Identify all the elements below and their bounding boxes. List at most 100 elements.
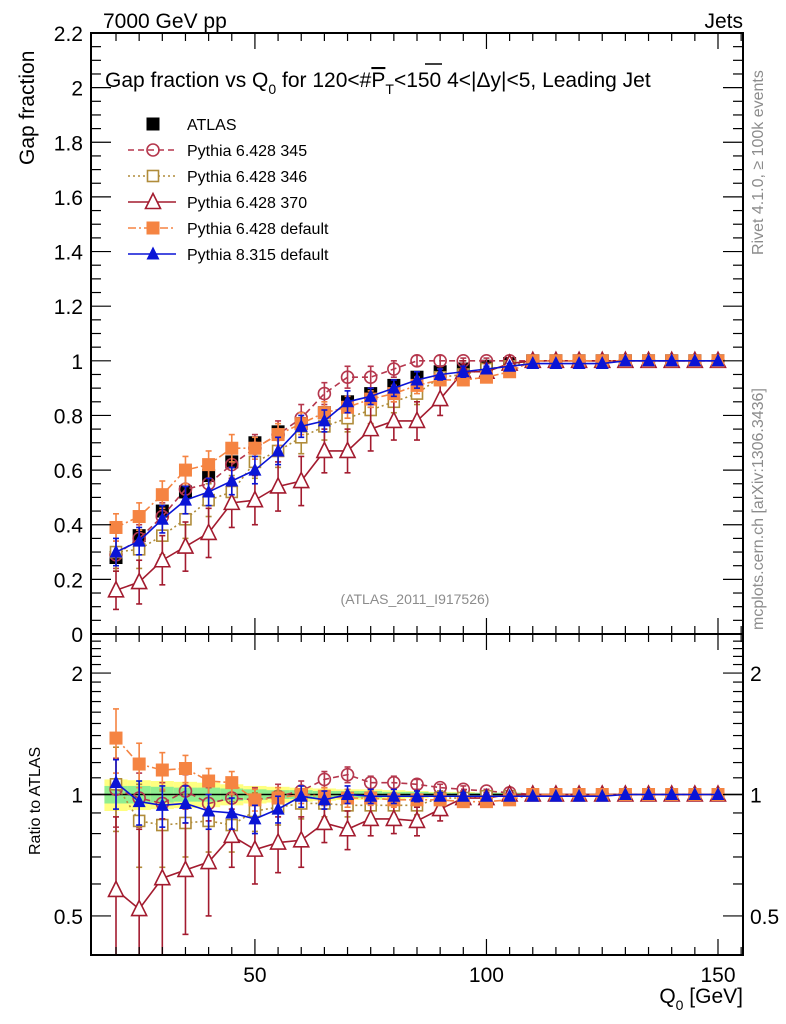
data-point	[202, 458, 216, 472]
title-part-1: Gap fraction vs Q	[105, 69, 268, 92]
data-point	[178, 795, 192, 809]
legend: ATLAS Pythia 6.428 345 Pythia 6.428 346 Pyt…	[128, 117, 329, 264]
legend-label: Pythia 8.315 default	[187, 247, 329, 264]
x-tick-label: 50	[243, 964, 266, 987]
data-point	[176, 536, 195, 554]
data-point	[109, 520, 123, 534]
data-point	[665, 787, 679, 800]
data-point	[178, 492, 192, 506]
data-point	[248, 441, 262, 455]
data-point	[153, 549, 172, 568]
data-point	[479, 361, 493, 375]
y-tick-label: 2	[71, 78, 83, 101]
plot-title: Gap fraction vs Q0 for 120<#PT<150 4<|Δy…	[105, 69, 651, 97]
legend-marker	[146, 169, 160, 183]
ratio-y-axis-title: Ratio to ATLAS	[27, 747, 44, 855]
legend-entry: Pythia 6.428 346	[128, 169, 307, 186]
data-point	[225, 441, 239, 455]
data-point	[595, 356, 609, 370]
data-point	[132, 533, 146, 547]
data-point	[549, 356, 563, 370]
data-point	[246, 839, 264, 857]
analysis-id-label: (ATLAS_2011_I917526)	[341, 591, 490, 607]
data-point	[107, 580, 125, 598]
x-title-q: Q	[659, 985, 675, 1008]
ratio-y-tick-label: 2	[71, 663, 83, 686]
data-point	[317, 772, 332, 787]
data-point	[155, 763, 169, 777]
data-point	[410, 354, 424, 368]
data-point	[130, 571, 148, 590]
series-pythia-8-315-default	[109, 353, 725, 567]
data-point	[176, 859, 195, 878]
ratio-y-tick-label-right: 1	[750, 785, 762, 808]
data-point	[642, 353, 656, 367]
title-sub-0: 0	[268, 81, 276, 97]
data-point	[109, 731, 123, 745]
mcplots-label: mcplots.cern.ch [arXiv:1306.3436]	[750, 388, 767, 630]
data-point	[315, 812, 334, 831]
data-point	[503, 358, 517, 372]
data-point	[202, 484, 216, 498]
data-point	[317, 792, 331, 806]
y-tick-label: 1.6	[54, 187, 83, 210]
data-point	[155, 511, 169, 525]
data-point	[387, 362, 401, 376]
legend-marker	[146, 143, 160, 157]
data-point	[341, 394, 355, 408]
legend-label: Pythia 6.428 370	[187, 195, 307, 212]
data-point	[595, 788, 609, 802]
data-point	[410, 372, 424, 386]
data-point	[385, 808, 403, 827]
data-point	[385, 410, 403, 429]
data-point	[340, 767, 355, 782]
rivet-version-label: Rivet 4.1.0, ≥ 100k events	[750, 70, 767, 255]
data-point	[364, 388, 378, 402]
x-axis-title: Q0 [GeV]	[659, 985, 743, 1013]
data-point	[433, 366, 447, 380]
data-point	[222, 825, 241, 844]
data-point	[248, 811, 262, 825]
data-point	[269, 832, 287, 850]
series-line	[115, 360, 718, 553]
data-point	[361, 418, 380, 437]
legend-label: ATLAS	[187, 117, 237, 134]
series-pythia-6-428-370	[107, 784, 727, 955]
data-point	[132, 794, 146, 808]
data-point	[269, 476, 287, 494]
data-point	[361, 808, 380, 827]
data-point	[341, 787, 355, 800]
y-tick-label: 2.2	[54, 23, 83, 46]
series-pythia-8-315-default	[109, 758, 725, 835]
data-point	[408, 810, 426, 829]
legend-entry: Pythia 8.315 default	[128, 246, 329, 264]
data-point	[292, 470, 311, 489]
data-point	[225, 473, 239, 487]
title-part-2: for 120<#	[276, 69, 371, 92]
data-point	[155, 488, 169, 502]
data-point	[248, 462, 262, 476]
data-point	[338, 440, 357, 459]
ratio-panel-series	[107, 708, 727, 955]
data-point	[431, 798, 449, 817]
data-point	[153, 867, 172, 886]
data-point	[618, 787, 632, 800]
data-point	[572, 356, 586, 370]
data-point	[202, 803, 216, 817]
legend-entry: Pythia 6.428 370	[128, 191, 307, 212]
data-point	[294, 418, 308, 432]
y-tick-label: 1.2	[54, 296, 83, 319]
legend-label: Pythia 6.428 346	[187, 169, 307, 186]
y-tick-label: 0.8	[54, 405, 83, 428]
data-point	[408, 410, 426, 429]
data-point	[433, 788, 447, 802]
data-point	[665, 353, 679, 367]
data-point	[202, 774, 216, 788]
data-point	[456, 788, 470, 802]
data-point	[363, 370, 378, 385]
data-point	[222, 492, 241, 511]
data-point	[199, 522, 218, 541]
y-tick-label: 0.6	[54, 460, 83, 483]
data-point	[456, 364, 470, 378]
